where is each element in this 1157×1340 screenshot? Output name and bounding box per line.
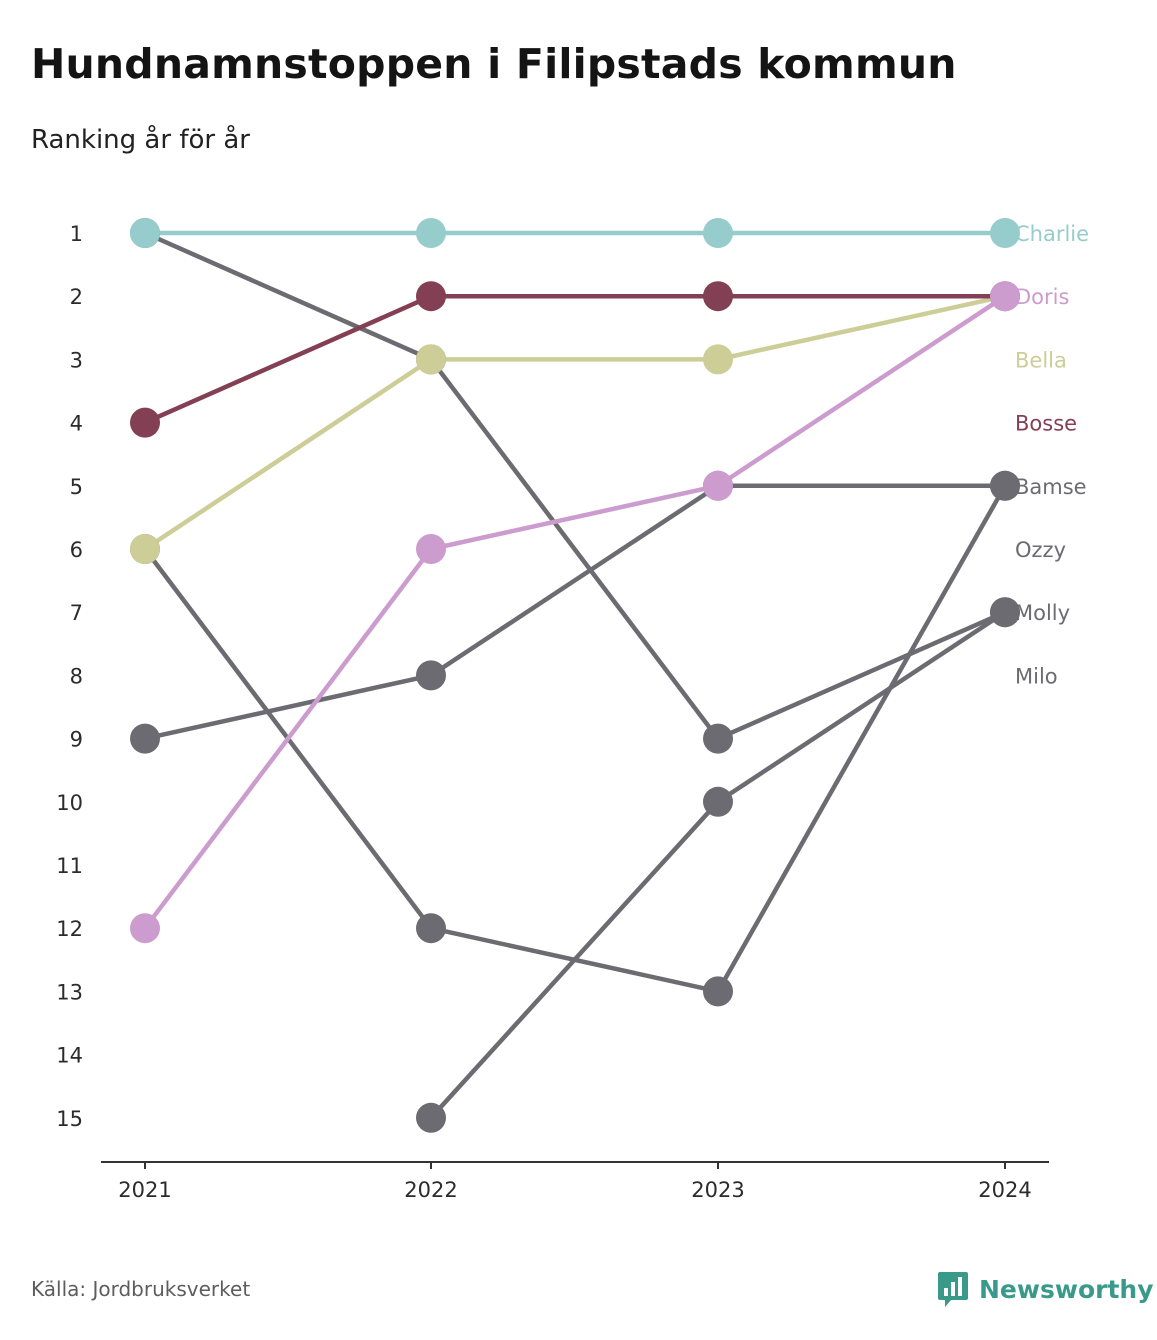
y-tick-label: 8 — [70, 664, 83, 688]
series-line-molly — [143, 484, 1007, 994]
y-tick-label: 2 — [70, 285, 83, 309]
series-label-bamse: Bamse — [1015, 475, 1087, 499]
series-line-bamse — [144, 483, 1005, 741]
series-line-bosse — [144, 293, 1005, 425]
y-tick-label: 15 — [56, 1107, 83, 1131]
y-tick-label: 12 — [56, 917, 83, 941]
data-point-charlie — [703, 218, 733, 248]
brand-name: Newsworthy — [979, 1274, 1154, 1304]
shared-point-half — [416, 344, 431, 375]
data-point-bamse — [416, 660, 446, 691]
series-label-molly: Molly — [1015, 601, 1070, 625]
y-tick-label: 5 — [70, 475, 83, 499]
data-point-molly — [703, 976, 733, 1007]
shared-point-half — [703, 470, 718, 501]
y-tick-label: 11 — [56, 854, 83, 878]
y-tick-label: 3 — [70, 348, 83, 372]
x-tick-label: 2023 — [691, 1178, 744, 1202]
source-note: Källa: Jordbruksverket — [31, 1277, 251, 1301]
page-title: Hundnamnstoppen i Filipstads kommun — [31, 40, 957, 88]
data-point-doris — [416, 534, 446, 564]
y-tick-label: 14 — [56, 1044, 83, 1068]
data-point-molly — [416, 913, 446, 944]
series-label-bosse: Bosse — [1015, 412, 1077, 436]
series-label-doris: Doris — [1015, 285, 1069, 309]
data-point-bella — [703, 344, 733, 375]
data-point-milo — [990, 597, 1020, 628]
data-point-charlie — [416, 218, 446, 248]
x-tick-label: 2021 — [118, 1178, 171, 1202]
series-line-ozzy — [144, 230, 1006, 741]
x-tick-label: 2022 — [404, 1178, 457, 1202]
shared-point-half — [130, 218, 145, 248]
data-point-milo — [703, 786, 733, 817]
y-tick-label: 6 — [70, 538, 83, 562]
data-point-bamse — [130, 723, 160, 754]
data-point-charlie — [990, 218, 1020, 248]
x-tick-label: 2024 — [978, 1178, 1031, 1202]
series-line-milo — [429, 610, 1007, 1120]
y-tick-label: 10 — [56, 791, 83, 815]
data-point-bosse — [130, 407, 160, 438]
y-tick-label: 9 — [70, 728, 83, 752]
data-point-ozzy — [703, 723, 733, 754]
bar-chart-speech-bubble-icon — [938, 1272, 968, 1307]
data-point-milo — [416, 1102, 446, 1133]
series-points — [130, 218, 1020, 1133]
page-subtitle: Ranking år för år — [31, 125, 250, 155]
data-point-molly — [990, 470, 1020, 501]
series-label-milo: Milo — [1015, 664, 1058, 688]
data-point-doris — [990, 281, 1020, 312]
y-tick-label: 7 — [70, 601, 83, 625]
series-label-ozzy: Ozzy — [1015, 538, 1066, 562]
y-tick-label: 1 — [70, 222, 83, 246]
data-point-doris — [130, 913, 160, 944]
data-point-bosse — [703, 281, 733, 312]
series-lines — [143, 230, 1007, 1120]
series-label-bella: Bella — [1015, 348, 1067, 372]
series-label-charlie: Charlie — [1015, 222, 1089, 246]
shared-point-half — [130, 534, 145, 564]
series-line-doris — [143, 294, 1007, 930]
y-tick-label: 4 — [70, 412, 83, 436]
series-line-bella — [143, 294, 1006, 551]
brand-logo[interactable]: Newsworthy — [937, 1270, 1154, 1308]
data-point-bosse — [416, 281, 446, 312]
y-tick-label: 13 — [56, 980, 83, 1004]
